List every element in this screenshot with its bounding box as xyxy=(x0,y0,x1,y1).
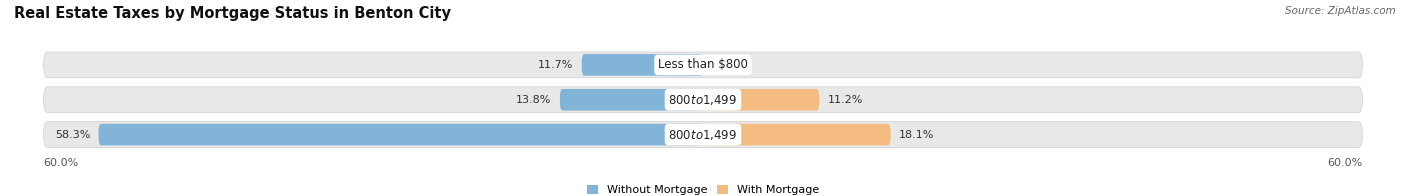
FancyBboxPatch shape xyxy=(582,54,703,76)
Text: 11.2%: 11.2% xyxy=(827,95,863,105)
Text: 11.7%: 11.7% xyxy=(538,60,574,70)
Text: Source: ZipAtlas.com: Source: ZipAtlas.com xyxy=(1285,6,1396,16)
Text: Real Estate Taxes by Mortgage Status in Benton City: Real Estate Taxes by Mortgage Status in … xyxy=(14,6,451,21)
FancyBboxPatch shape xyxy=(44,87,1362,113)
FancyBboxPatch shape xyxy=(44,122,1362,147)
Text: $800 to $1,499: $800 to $1,499 xyxy=(668,128,738,142)
FancyBboxPatch shape xyxy=(703,124,890,145)
Text: 18.1%: 18.1% xyxy=(898,130,935,140)
Text: 60.0%: 60.0% xyxy=(1327,158,1362,168)
Text: 58.3%: 58.3% xyxy=(55,130,90,140)
Legend: Without Mortgage, With Mortgage: Without Mortgage, With Mortgage xyxy=(588,185,818,195)
Text: 13.8%: 13.8% xyxy=(516,95,551,105)
Text: 60.0%: 60.0% xyxy=(44,158,79,168)
FancyBboxPatch shape xyxy=(703,89,820,111)
Text: 0.0%: 0.0% xyxy=(711,60,740,70)
Text: Less than $800: Less than $800 xyxy=(658,58,748,71)
Text: $800 to $1,499: $800 to $1,499 xyxy=(668,93,738,107)
FancyBboxPatch shape xyxy=(98,124,703,145)
FancyBboxPatch shape xyxy=(560,89,703,111)
FancyBboxPatch shape xyxy=(44,52,1362,78)
